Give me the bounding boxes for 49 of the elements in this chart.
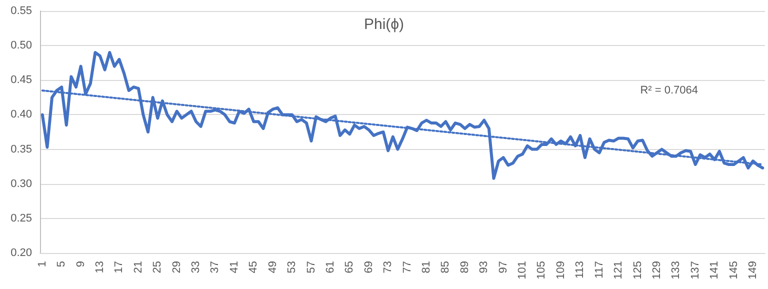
y-tick-label: 0.30 [10,178,32,190]
x-tick-label: 141 [708,261,721,280]
x-tick-label: 21 [132,261,144,274]
x-tick-label: 33 [190,261,202,274]
x-tick-label: 73 [382,261,394,274]
x-tick-label: 53 [286,261,298,274]
y-tick-label: 0.50 [10,40,32,52]
x-tick-label: 109 [554,261,567,280]
y-tick-label: 0.35 [10,143,32,156]
x-tick-label: 61 [324,261,336,274]
x-tick-label: 125 [632,261,644,280]
annotation: R² = 0.7064 [640,84,698,96]
x-tick-label: 13 [94,261,106,274]
x-tick-label: 29 [170,261,183,274]
x-tick-label: 45 [248,261,260,274]
y-tick-label: 0.20 [10,247,32,259]
y-tick-label: 0.25 [10,212,32,224]
y-tick-label: 0.55 [10,5,32,17]
x-tick-label: 89 [458,261,471,274]
x-tick-label: 17 [113,261,126,274]
x-tick-label: 85 [440,261,452,274]
x-tick-label: 1 [36,261,48,268]
x-tick-label: 9 [74,261,87,268]
x-tick-label: 93 [478,261,490,274]
x-tick-label: 5 [56,261,68,268]
x-tick-label: 69 [362,261,375,274]
y-tick-label: 0.45 [10,74,32,86]
x-tick-label: 41 [228,261,240,274]
x-tick-label: 133 [670,261,682,280]
x-tick-label: 65 [344,261,356,274]
x-tick-label: 57 [305,261,318,274]
y-tick-label: 0.40 [10,108,32,121]
x-tick-label: 25 [152,261,164,274]
x-tick-label: 129 [650,261,663,280]
x-tick-label: 117 [593,261,606,279]
x-tick-label: 149 [746,261,759,280]
x-tick-label: 49 [266,261,279,274]
x-tick-label: 81 [420,261,433,274]
x-tick-label: 113 [574,261,586,279]
x-tick-label: 105 [536,261,548,280]
x-tick-label: 137 [689,261,702,280]
chart-title: Phi(ϕ) [364,16,404,33]
x-tick-label: 77 [401,261,414,274]
x-tick-label: 101 [516,261,529,280]
x-tick-label: 121 [612,261,625,280]
x-tick-label: 145 [728,261,740,280]
x-tick-label: 97 [497,261,510,274]
x-tick-label: 37 [209,261,222,274]
line-series [40,50,764,180]
